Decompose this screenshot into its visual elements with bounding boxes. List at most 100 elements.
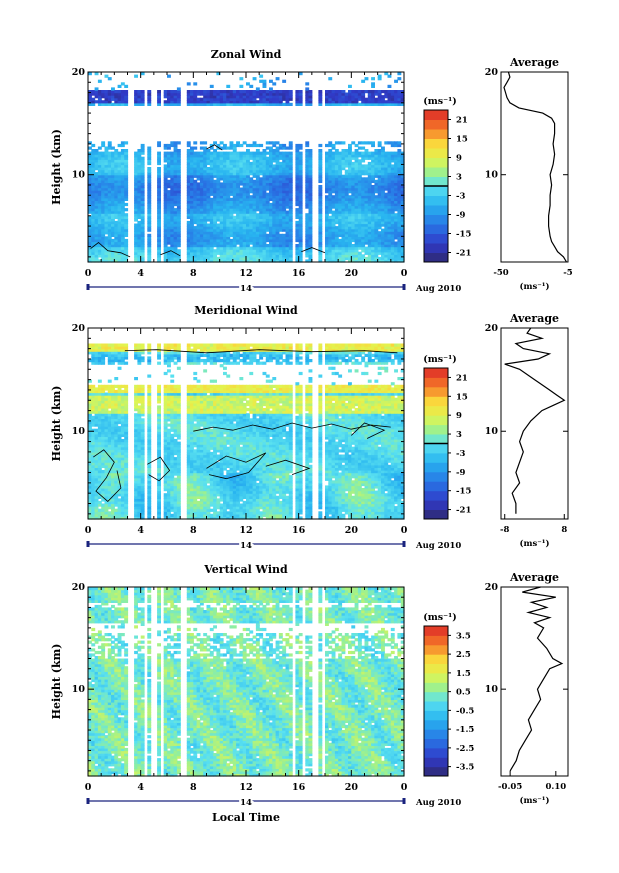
heatmap-cell xyxy=(193,259,198,263)
heatmap-cell xyxy=(226,256,231,261)
heatmap-cell xyxy=(173,213,178,217)
heatmap-cell xyxy=(282,151,287,155)
heatmap-cell xyxy=(226,231,231,235)
heatmap-cell xyxy=(328,210,333,214)
heatmap-cell xyxy=(157,192,161,196)
heatmap-cell xyxy=(255,87,260,91)
heatmap-cell xyxy=(173,159,178,163)
heatmap-cell xyxy=(259,161,264,166)
heatmap-cell xyxy=(252,246,257,250)
heatmap-cell xyxy=(104,192,109,196)
heatmap-cell xyxy=(308,228,313,232)
colorbar-unit: (ms⁻¹) xyxy=(423,96,457,107)
heatmap-cell xyxy=(344,238,349,243)
heatmap-cell xyxy=(111,192,115,196)
heatmap-cell xyxy=(252,236,257,240)
heatmap-cell xyxy=(163,208,168,212)
heatmap-cell xyxy=(137,202,142,207)
heatmap-cell xyxy=(236,236,240,240)
heatmap-cell xyxy=(190,182,194,186)
heatmap-cell xyxy=(236,249,240,253)
heatmap-cell xyxy=(137,151,142,155)
heatmap-cell xyxy=(348,215,352,219)
heatmap-cell xyxy=(351,102,356,106)
heatmap-cell xyxy=(239,249,244,253)
heatmap-cell xyxy=(167,151,171,155)
heatmap-cell xyxy=(124,187,129,191)
heatmap-cell xyxy=(163,210,168,214)
heatmap-cell xyxy=(236,215,240,219)
heatmap-cell xyxy=(305,197,310,201)
heatmap-cell xyxy=(331,197,336,201)
heatmap-cell xyxy=(259,156,264,160)
heatmap-cell xyxy=(232,177,237,181)
heatmap-cell xyxy=(167,208,171,212)
heatmap-cell xyxy=(249,246,254,250)
heatmap-cell xyxy=(338,141,343,145)
heatmap-cell xyxy=(163,249,168,253)
heatmap-cell xyxy=(88,169,92,173)
heatmap-cell xyxy=(209,208,214,212)
heatmap-cell xyxy=(341,210,346,214)
heatmap-cell xyxy=(124,169,129,173)
heatmap-cell xyxy=(265,256,270,261)
heatmap-cell xyxy=(252,164,257,168)
heatmap-cell xyxy=(344,100,349,104)
heatmap-cell xyxy=(140,202,145,207)
heatmap-cell xyxy=(111,249,115,253)
heatmap-cell xyxy=(219,233,224,237)
heatmap-cell xyxy=(120,197,125,201)
heatmap-cell xyxy=(318,215,323,219)
heatmap-cell xyxy=(190,169,194,173)
heatmap-cell xyxy=(344,102,349,106)
heatmap-cell xyxy=(199,226,204,230)
heatmap-cell xyxy=(295,256,300,261)
heatmap-cell xyxy=(216,197,221,201)
heatmap-cell xyxy=(94,256,99,261)
heatmap-cell xyxy=(213,228,217,232)
heatmap-cell xyxy=(344,197,349,201)
heatmap-cell xyxy=(259,74,264,78)
heatmap-cell xyxy=(117,182,122,186)
heatmap-cell xyxy=(104,226,109,230)
heatmap-cell xyxy=(167,228,171,232)
heatmap-cell xyxy=(147,182,152,186)
heatmap-cell xyxy=(120,179,125,183)
heatmap-cell xyxy=(328,97,333,101)
heatmap-cell xyxy=(216,259,221,263)
heatmap-cell xyxy=(364,197,369,201)
heatmap-cell xyxy=(262,79,267,83)
heatmap-cell xyxy=(341,215,346,219)
heatmap-cell xyxy=(367,220,372,225)
heatmap-cell xyxy=(107,95,112,99)
heatmap-cell xyxy=(209,102,214,106)
heatmap-cell xyxy=(249,241,254,245)
heatmap-cell xyxy=(193,169,198,173)
heatmap-cell xyxy=(259,92,264,96)
heatmap-cell xyxy=(351,172,356,176)
heatmap-cell xyxy=(91,223,96,227)
heatmap-cell xyxy=(193,179,198,183)
heatmap-cell xyxy=(275,164,280,168)
heatmap-cell xyxy=(348,197,352,201)
heatmap-cell xyxy=(275,97,280,101)
heatmap-cell xyxy=(206,90,211,94)
heatmap-cell xyxy=(269,220,273,225)
heatmap-cell xyxy=(107,92,112,96)
heatmap-cell xyxy=(331,167,336,171)
heatmap-cell xyxy=(219,218,224,222)
heatmap-cell xyxy=(199,97,204,101)
heatmap-cell xyxy=(176,95,181,99)
heatmap-cell xyxy=(249,259,254,263)
heatmap-cell xyxy=(219,190,224,194)
heatmap-cell xyxy=(157,182,161,186)
heatmap-cell xyxy=(265,172,270,176)
heatmap-cell xyxy=(246,223,250,227)
heatmap-cell xyxy=(334,226,339,230)
heatmap-cell xyxy=(325,187,329,191)
heatmap-cell xyxy=(229,92,234,96)
heatmap-cell xyxy=(229,228,234,232)
heatmap-cell xyxy=(246,159,250,163)
heatmap-cell xyxy=(94,246,99,250)
heatmap-cell xyxy=(334,92,339,96)
